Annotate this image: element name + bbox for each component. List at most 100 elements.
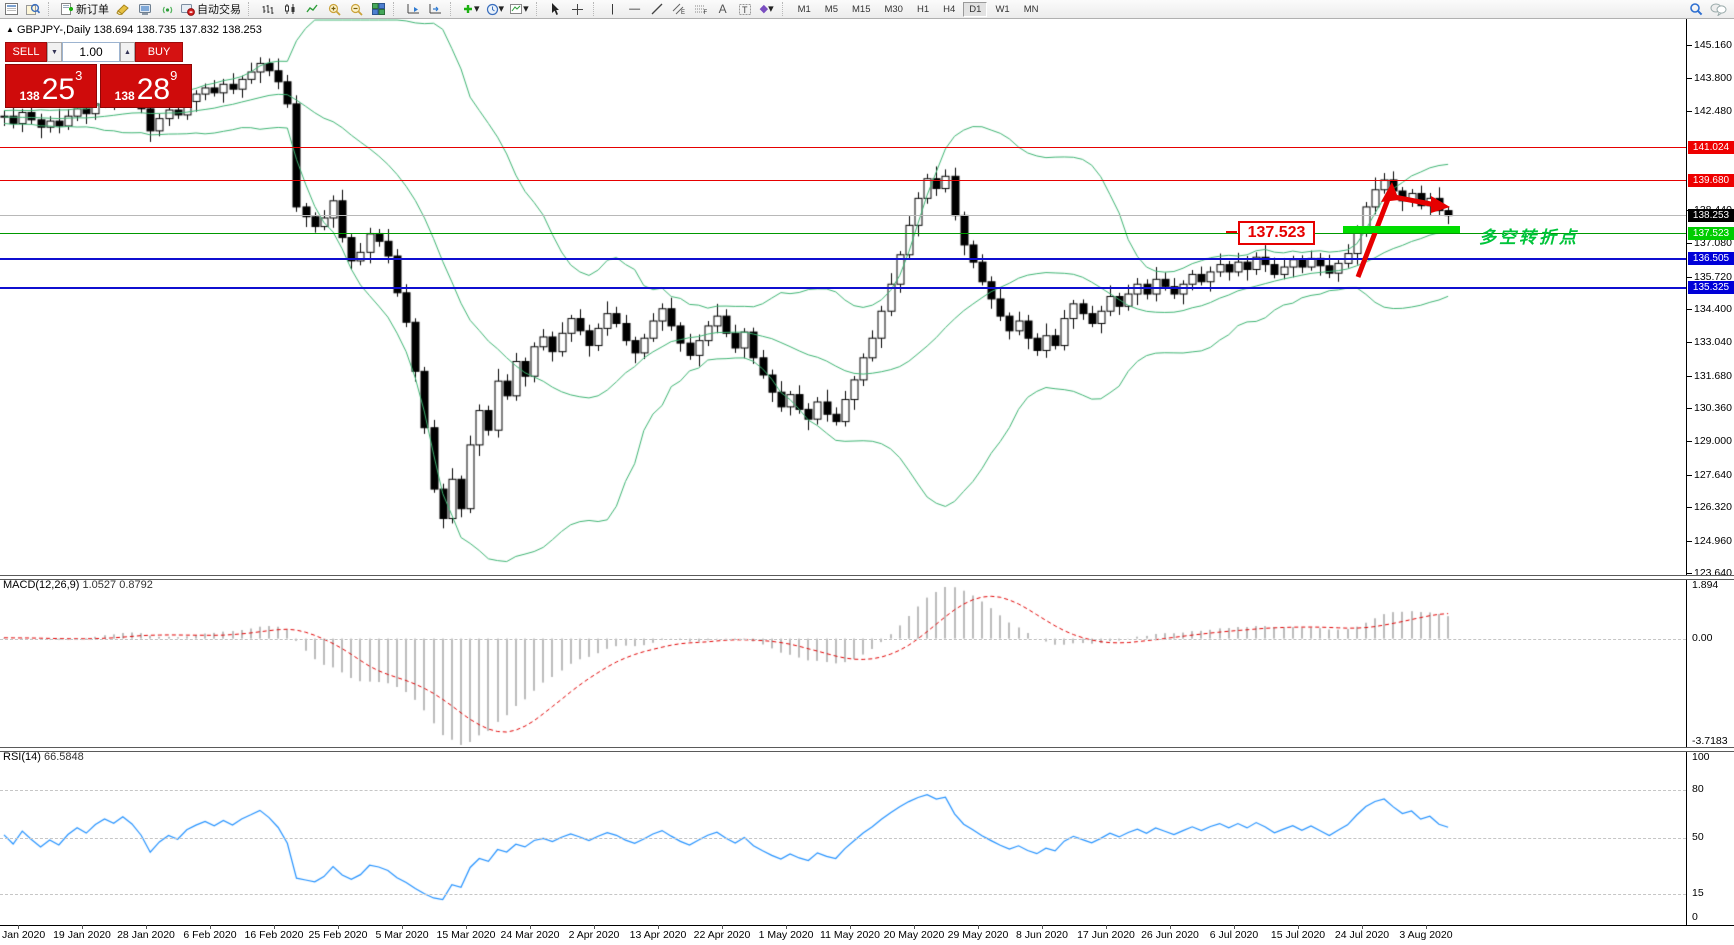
templates-icon[interactable]: ▾ (508, 1, 531, 17)
chart-bars-icon[interactable] (258, 1, 278, 17)
chart-line-icon[interactable] (302, 1, 322, 17)
chart-candles-icon[interactable] (280, 1, 300, 17)
bar-open-value: 138.694 (93, 24, 134, 36)
support-zone-bar[interactable] (1343, 226, 1460, 233)
svg-text:E: E (681, 10, 685, 15)
text-tool[interactable]: A (718, 1, 727, 16)
volume-input[interactable] (62, 42, 120, 62)
horizontal-level-line[interactable] (0, 258, 1686, 260)
horizontal-line-tool[interactable]: — (629, 2, 641, 15)
svg-text:F: F (703, 10, 707, 15)
styles-icon[interactable] (113, 1, 133, 17)
timeframe-button-d1[interactable]: D1 (963, 1, 988, 17)
cursor-tool-icon[interactable] (546, 1, 566, 17)
auto-scroll-icon[interactable] (403, 1, 423, 17)
horizontal-level-line[interactable] (0, 180, 1686, 181)
macd-panel-splitter[interactable] (0, 575, 1734, 580)
bar-close-value: 138.253 (222, 24, 262, 36)
macd-axis-tick: 0.00 (1692, 631, 1713, 644)
zoom-in-icon[interactable] (324, 1, 344, 17)
date-axis-tick (658, 925, 659, 929)
price-axis-badge: 136.505 (1688, 251, 1734, 265)
chart-shift-icon[interactable] (425, 1, 445, 17)
rsi-panel-splitter[interactable] (0, 747, 1734, 752)
date-axis-label: 24 Jul 2020 (1334, 929, 1390, 941)
buy-button[interactable]: BUY (135, 42, 183, 62)
price-axis-tick: 129.000 (1687, 435, 1732, 448)
date-axis-tick (82, 925, 83, 929)
price-axis-tick: 137.080 (1687, 237, 1732, 250)
market-watch-icon[interactable] (23, 1, 43, 17)
date-axis-tick (978, 925, 979, 929)
rsi-level-line-80 (0, 790, 1686, 791)
macd-main-value: 1.0527 (82, 579, 117, 591)
date-axis-tick (146, 925, 147, 929)
timeframe-button-m30[interactable]: M30 (884, 3, 903, 15)
buy-price-display[interactable]: 138 28 9 (100, 64, 192, 108)
rsi-axis-tick: 15 (1692, 887, 1704, 899)
text-label-tool[interactable]: T (735, 1, 755, 17)
timeframe-button-m5[interactable]: M5 (824, 3, 838, 15)
horizontal-level-line[interactable] (0, 287, 1686, 289)
autotrading-button[interactable]: 自动交易 (179, 1, 243, 17)
date-axis-label: 3 Aug 2020 (1399, 929, 1453, 941)
date-axis-tick (210, 925, 211, 929)
horizontal-level-line[interactable] (0, 147, 1686, 148)
macd-axis-tick: -3.7183 (1692, 735, 1728, 748)
signals-icon[interactable] (157, 1, 177, 17)
price-axis-tick: 142.480 (1687, 104, 1732, 117)
sell-button[interactable]: SELL (5, 42, 47, 62)
volume-decrease-button[interactable]: ▼ (47, 42, 62, 62)
dropdown-arrow-icon[interactable]: ▾ (523, 2, 529, 15)
main-toolbar: 新订单 自动交易 ▾ ▾ ▾ | — E F A T ◆ ▾ M1 M5 M15 M30… (0, 0, 1734, 19)
turning-point-annotation[interactable]: 多空转折点 (1479, 228, 1579, 247)
horizontal-level-line[interactable] (0, 233, 1686, 234)
add-indicator-icon[interactable]: ▾ (460, 1, 482, 17)
vertical-line-tool[interactable]: | (611, 2, 615, 15)
timeframe-button-h1[interactable]: H1 (916, 3, 930, 15)
toolbar-separator (535, 2, 542, 16)
date-axis-tick (274, 925, 275, 929)
crosshair-tool-icon[interactable] (568, 1, 588, 17)
dropdown-arrow-icon[interactable]: ▾ (498, 2, 505, 15)
date-axis-label: 22 Apr 2020 (693, 929, 751, 941)
timeframe-button-h4[interactable]: H4 (943, 3, 956, 15)
date-axis-tick (466, 925, 467, 929)
search-icon[interactable] (1686, 1, 1706, 17)
date-axis-tick (1298, 925, 1299, 929)
fibonacci-tool[interactable]: F (691, 1, 711, 17)
new-chart-icon[interactable] (1, 1, 21, 17)
date-axis-tick (594, 925, 595, 929)
level-price-callout[interactable]: 137.523 (1238, 221, 1315, 245)
expert-advisors-icon[interactable] (135, 1, 155, 17)
timeframe-button-m15[interactable]: M15 (852, 3, 871, 15)
trendline-tool[interactable] (647, 1, 667, 17)
equidistant-channel-tool[interactable]: E (669, 1, 689, 17)
sell-price-display[interactable]: 138 25 3 (5, 64, 97, 108)
price-axis-tick: 143.800 (1687, 72, 1732, 85)
new-order-button[interactable]: 新订单 (58, 1, 111, 17)
uptick-triangle-icon: ▲ (6, 25, 14, 34)
periods-icon[interactable]: ▾ (484, 1, 507, 17)
volume-increase-button[interactable]: ▲ (120, 42, 135, 62)
date-axis-label: 24 Mar 2020 (500, 929, 560, 941)
zoom-out-icon[interactable] (346, 1, 366, 17)
horizontal-level-line[interactable] (0, 215, 1686, 216)
tile-windows-icon[interactable] (368, 1, 388, 17)
shapes-tool[interactable]: ◆ ▾ (759, 2, 774, 15)
date-axis-label: 8 Jun 2020 (1016, 929, 1068, 941)
price-axis-tick: 134.400 (1687, 302, 1732, 315)
chat-icon[interactable] (1708, 1, 1729, 17)
timeframe-button-mn[interactable]: MN (1023, 3, 1039, 15)
timeframe-button-m1[interactable]: M1 (797, 3, 811, 15)
timeframe-button-w1[interactable]: W1 (995, 3, 1010, 15)
date-axis-label: 17 Jun 2020 (1077, 929, 1135, 941)
timeframe-toolbar: M1 M5 M15 M30 H1 H4 D1 W1 MN (791, 1, 1046, 17)
date-axis-label: 28 Jan 2020 (117, 929, 175, 941)
dropdown-arrow-icon[interactable]: ▾ (474, 2, 480, 15)
date-axis-tick (18, 925, 19, 929)
date-axis-tick (850, 925, 851, 929)
dropdown-arrow-icon[interactable]: ▾ (768, 2, 774, 15)
